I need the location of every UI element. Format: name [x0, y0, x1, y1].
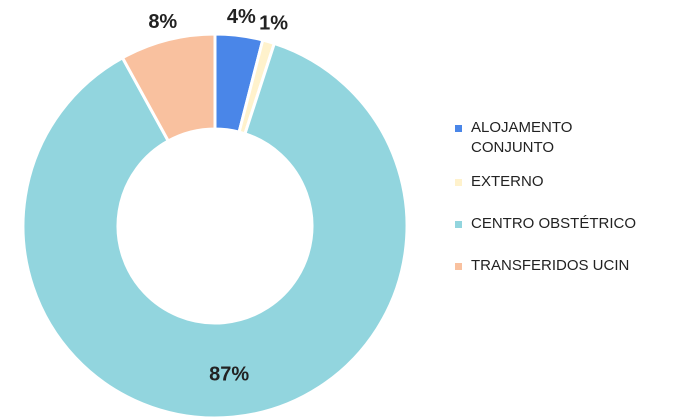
legend-item: CENTRO OBSTÉTRICO: [455, 214, 636, 234]
data-label: 8%: [148, 11, 177, 33]
donut-slice: [21, 41, 409, 417]
legend-item: EXTERNO: [455, 172, 636, 192]
legend-label: TRANSFERIDOS UCIN: [471, 257, 630, 274]
legend-label: ALOJAMENTO CONJUNTO: [471, 119, 573, 156]
legend-swatch: [455, 125, 462, 132]
legend-swatch: [455, 221, 462, 228]
legend-label: CENTRO OBSTÉTRICO: [471, 215, 637, 232]
data-label: 1%: [259, 13, 288, 35]
legend-item: ALOJAMENTO CONJUNTO: [455, 118, 631, 158]
legend-swatch: [455, 179, 462, 186]
legend: ALOJAMENTO CONJUNTO EXTERNO CENTRO OBSTÉTR…: [455, 118, 636, 276]
donut-slice: [120, 32, 217, 144]
legend-label: EXTERNO: [471, 173, 544, 190]
data-label: 4%: [227, 6, 256, 28]
data-label: 87%: [209, 364, 249, 386]
legend-swatch: [455, 263, 462, 270]
legend-item: TRANSFERIDOS UCIN: [455, 256, 636, 276]
